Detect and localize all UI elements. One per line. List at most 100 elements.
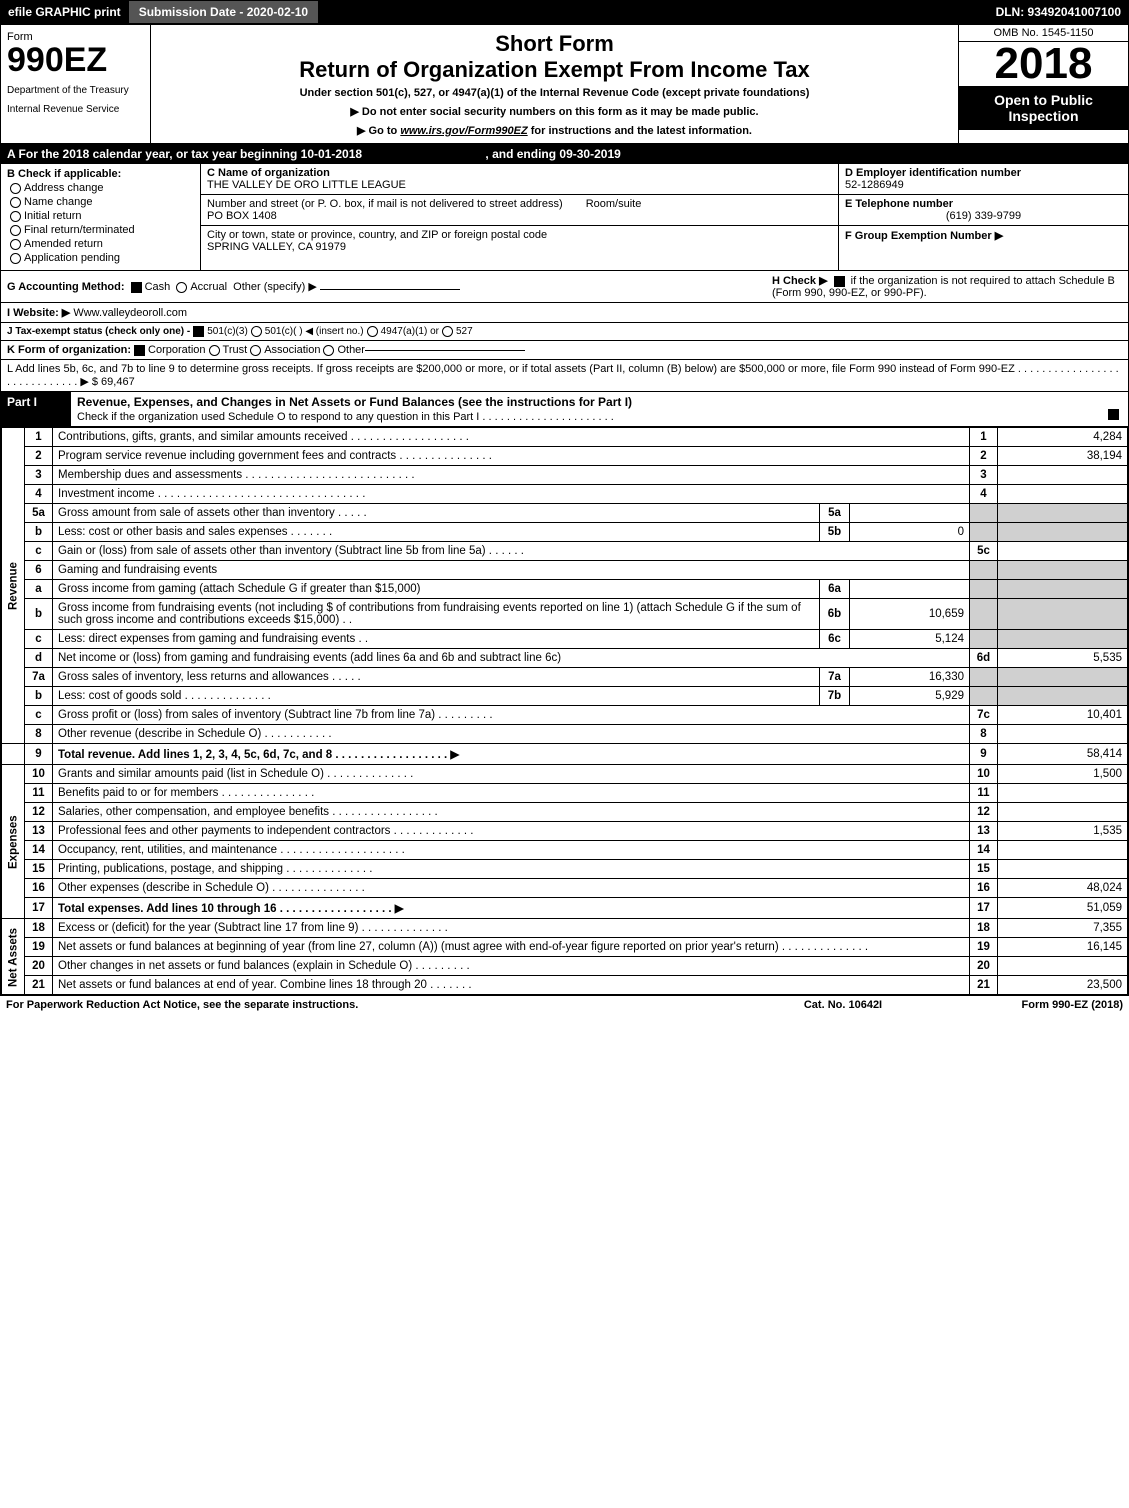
l6d-amt: 5,535 (998, 649, 1128, 668)
dln-label: DLN: 93492041007100 (988, 3, 1129, 21)
chk-527[interactable] (442, 326, 453, 337)
c-label: C Name of organization (207, 167, 330, 179)
year-column: OMB No. 1545-1150 2018 Open to Public In… (958, 25, 1128, 143)
l14-amt (998, 841, 1128, 860)
l20-rnum: 20 (970, 957, 998, 976)
l3-amt (998, 466, 1128, 485)
l5c-amt (998, 542, 1128, 561)
bullet2-pre: ▶ Go to (357, 125, 400, 137)
l7b-shade (970, 687, 998, 706)
l1-amt: 4,284 (998, 428, 1128, 447)
g-other-label: Other (specify) ▶ (233, 281, 317, 293)
l6d-desc: Net income or (loss) from gaming and fun… (53, 649, 970, 668)
l6c-mamt: 5,124 (850, 630, 970, 649)
g-other-input[interactable] (320, 289, 460, 290)
l17-rnum: 17 (970, 898, 998, 919)
l7b-mamt: 5,929 (850, 687, 970, 706)
l12-desc: Salaries, other compensation, and employ… (53, 803, 970, 822)
j-527-label: 527 (456, 326, 473, 337)
chk-501c3[interactable] (193, 326, 204, 337)
k-trust-label: Trust (223, 344, 248, 356)
footer-form: Form 990-EZ (2018) (943, 999, 1123, 1011)
section-gh: G Accounting Method: Cash Accrual Other … (1, 271, 1128, 303)
chk-association[interactable] (250, 345, 261, 356)
tax-year: 2018 (959, 42, 1128, 86)
l20-amt (998, 957, 1128, 976)
l7c-num: c (25, 706, 53, 725)
page-footer: For Paperwork Reduction Act Notice, see … (0, 996, 1129, 1014)
l5b-mamt: 0 (850, 523, 970, 542)
l8-amt (998, 725, 1128, 744)
chk-address-change[interactable]: Address change (7, 182, 194, 194)
chk-501c[interactable] (251, 326, 262, 337)
subsection-text: Under section 501(c), 527, or 4947(a)(1)… (157, 87, 952, 99)
l20-desc: Other changes in net assets or fund bala… (53, 957, 970, 976)
chk-schedule-o[interactable] (1108, 409, 1119, 420)
chk-final-return[interactable]: Final return/terminated (7, 224, 194, 236)
chk-name-change[interactable]: Name change (7, 196, 194, 208)
l6d-rnum: 6d (970, 649, 998, 668)
l2-rnum: 2 (970, 447, 998, 466)
l15-desc: Printing, publications, postage, and shi… (53, 860, 970, 879)
l10-desc: Grants and similar amounts paid (list in… (53, 765, 970, 784)
chk-amended-return[interactable]: Amended return (7, 238, 194, 250)
chk-accrual[interactable] (176, 282, 187, 293)
l8-rnum: 8 (970, 725, 998, 744)
part1-tag: Part I (1, 392, 71, 426)
l20-num: 20 (25, 957, 53, 976)
l15-num: 15 (25, 860, 53, 879)
l3-num: 3 (25, 466, 53, 485)
chk-other-org[interactable] (323, 345, 334, 356)
chk-schedule-b[interactable] (834, 276, 845, 287)
l9-desc: Total revenue. Add lines 1, 2, 3, 4, 5c,… (53, 744, 970, 765)
chk-application-pending[interactable]: Application pending (7, 252, 194, 264)
chk-4947[interactable] (367, 326, 378, 337)
k-assoc-label: Association (264, 344, 320, 356)
l2-amt: 38,194 (998, 447, 1128, 466)
l2-desc: Program service revenue including govern… (53, 447, 970, 466)
h-label: H Check ▶ (772, 275, 828, 287)
l7a-shade (970, 668, 998, 687)
irs-text: Internal Revenue Service (7, 104, 144, 115)
l7b-num: b (25, 687, 53, 706)
phone-value: (619) 339-9799 (845, 210, 1122, 222)
j-501c-label: 501(c)( ) ◀ (insert no.) (265, 326, 364, 337)
irs-link[interactable]: www.irs.gov/Form990EZ (400, 125, 527, 137)
l6b-mamt: 10,659 (850, 599, 970, 630)
k-other-input[interactable] (365, 350, 525, 351)
l6b-desc: Gross income from fundraising events (no… (53, 599, 820, 630)
l6a-desc: Gross income from gaming (attach Schedul… (53, 580, 820, 599)
l4-desc: Investment income . . . . . . . . . . . … (53, 485, 970, 504)
l7b-mnum: 7b (820, 687, 850, 706)
l5b-desc: Less: cost or other basis and sales expe… (53, 523, 820, 542)
l16-desc: Other expenses (describe in Schedule O) … (53, 879, 970, 898)
chk-initial-return[interactable]: Initial return (7, 210, 194, 222)
l5c-desc: Gain or (loss) from sale of assets other… (53, 542, 970, 561)
l19-amt: 16,145 (998, 938, 1128, 957)
l21-num: 21 (25, 976, 53, 995)
l15-rnum: 15 (970, 860, 998, 879)
footer-cat: Cat. No. 10642I (743, 999, 943, 1011)
chk-trust[interactable] (209, 345, 220, 356)
vlabel-expenses: Expenses (2, 765, 25, 919)
l6-desc: Gaming and fundraising events (53, 561, 970, 580)
street-value: PO BOX 1408 (207, 210, 277, 222)
l6b-num: b (25, 599, 53, 630)
l6b-shade-amt (998, 599, 1128, 630)
g-accrual-label: Accrual (190, 281, 227, 293)
l8-num: 8 (25, 725, 53, 744)
bullet2-post: for instructions and the latest informat… (528, 125, 752, 137)
k-corp-label: Corporation (148, 344, 205, 356)
l5a-mnum: 5a (820, 504, 850, 523)
l5b-mnum: 5b (820, 523, 850, 542)
l21-desc: Net assets or fund balances at end of ye… (53, 976, 970, 995)
department-text: Department of the Treasury (7, 85, 144, 96)
j-501c3-label: 501(c)(3) (207, 326, 248, 337)
chk-corporation[interactable] (134, 345, 145, 356)
chk-cash[interactable] (131, 282, 142, 293)
l3-desc: Membership dues and assessments . . . . … (53, 466, 970, 485)
l6c-shade (970, 630, 998, 649)
l16-num: 16 (25, 879, 53, 898)
l7a-shade-amt (998, 668, 1128, 687)
l7c-rnum: 7c (970, 706, 998, 725)
